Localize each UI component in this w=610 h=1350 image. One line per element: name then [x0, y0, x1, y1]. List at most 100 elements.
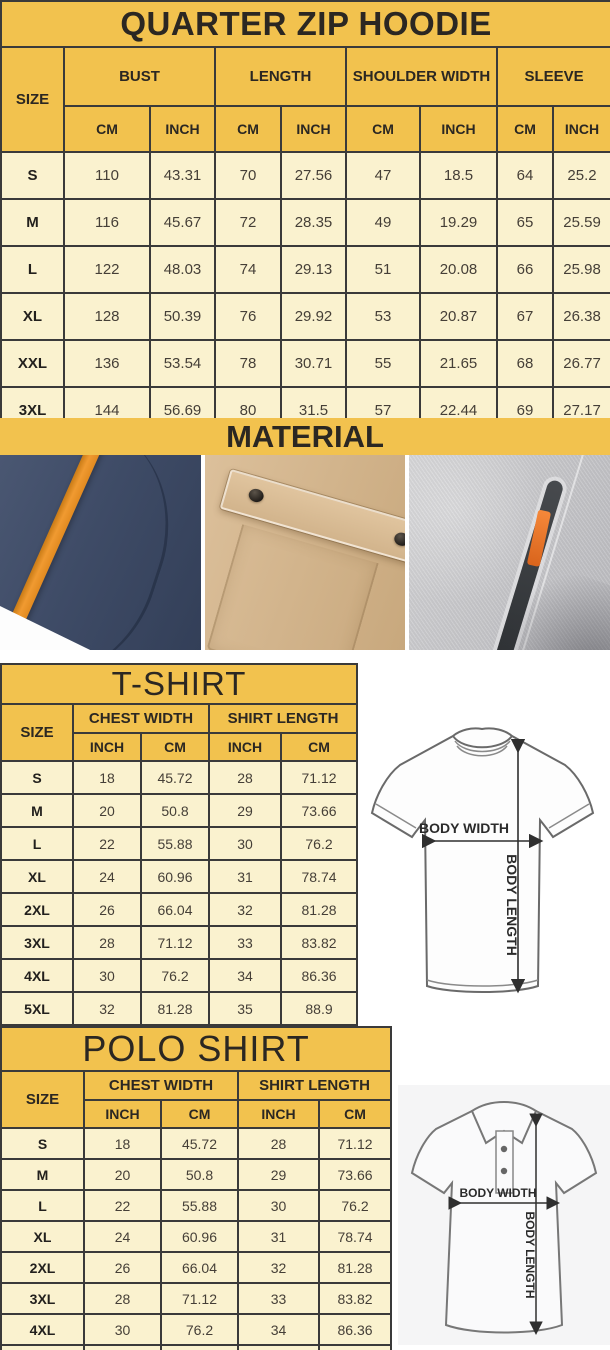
value-cell: 26.38 [551, 292, 610, 341]
value-cell: 31.5 [83, 1344, 162, 1350]
collar-ribbing [454, 740, 511, 753]
body-length-label: BODY LENGTH [504, 854, 520, 956]
table-row: T-SHIRT [0, 663, 359, 705]
value-cell: 33 [237, 1282, 320, 1315]
value-cell: 116 [63, 198, 151, 247]
size-cell: XL [0, 1220, 85, 1253]
material-title: MATERIAL [226, 418, 384, 454]
value-cell: 76.2 [160, 1313, 239, 1346]
table-row: 5XL 31.5 80.01 35 88.9 [0, 1344, 393, 1350]
value-cell: 66.04 [160, 1251, 239, 1284]
snap-button [246, 487, 265, 504]
value-cell: 26.77 [551, 339, 610, 388]
size-cell: L [0, 1189, 85, 1222]
button-placket [495, 1130, 514, 1194]
body-width-label: BODY WIDTH [459, 1186, 536, 1200]
value-cell: 30 [83, 1313, 162, 1346]
snap-flap-pocket [205, 469, 406, 650]
value-cell: 31 [208, 859, 282, 894]
column-header-size: SIZE [0, 46, 65, 153]
polo-diagram-panel: BODY WIDTH BODY LENGTH [398, 1085, 610, 1345]
value-cell: 45.72 [140, 760, 210, 795]
polo-outline [410, 1110, 598, 1334]
value-cell: 26 [83, 1251, 162, 1284]
size-cell: XL [0, 859, 74, 894]
value-cell: 22 [72, 826, 142, 861]
table-row: 3XL 28 71.12 33 83.82 [0, 925, 359, 960]
size-cell: XL [0, 292, 65, 341]
value-cell: 30.71 [280, 339, 347, 388]
value-cell: 78.74 [279, 859, 359, 894]
size-cell: 3XL [0, 1282, 85, 1315]
value-cell: 20.08 [419, 245, 498, 294]
hem-seam [426, 979, 539, 987]
size-cell: M [0, 198, 65, 247]
navy-fleece-orange-drawcord-photo [0, 455, 201, 650]
value-cell: 32 [208, 892, 282, 927]
table-row: INCH CM INCH CM [1, 732, 359, 762]
value-cell: 28 [237, 1127, 320, 1160]
value-cell: 34 [237, 1313, 320, 1346]
unit-header-cm: CM [496, 105, 554, 153]
size-cell: L [0, 245, 65, 294]
unit-header-inch: INCH [72, 732, 142, 762]
table-row: QUARTER ZIP HOODIE [0, 0, 610, 48]
table-row: 4XL 30 76.2 34 86.36 [0, 1313, 393, 1346]
value-cell: 30 [237, 1189, 320, 1222]
value-cell: 45.72 [160, 1127, 239, 1160]
value-cell: 55 [345, 339, 421, 388]
grey-fleece-zipper-photo [409, 455, 610, 650]
tshirt-size-table: T-SHIRT SIZE CHEST WIDTH SHIRT LENGTH IN… [0, 663, 359, 1026]
tshirt-title: T-SHIRT [0, 663, 359, 705]
size-cell: S [0, 1127, 85, 1160]
value-cell: 88.9 [279, 991, 359, 1026]
value-cell: 30 [72, 958, 142, 993]
value-cell: 55.88 [160, 1189, 239, 1222]
value-cell: 35 [208, 991, 282, 1026]
table-row: 3XL 28 71.12 33 83.82 [0, 1282, 393, 1315]
collar-ribbing [452, 735, 513, 749]
value-cell: 68 [496, 339, 554, 388]
value-cell: 18 [72, 760, 142, 795]
value-cell: 49 [345, 198, 421, 247]
table-row: SIZE CHEST WIDTH SHIRT LENGTH [0, 1070, 393, 1129]
unit-header-cm: CM [63, 105, 151, 153]
size-cell: 4XL [0, 1313, 85, 1346]
value-cell: 48.03 [149, 245, 216, 294]
size-cell: 2XL [0, 1251, 85, 1284]
value-cell: 86.36 [279, 958, 359, 993]
value-cell: 76.2 [279, 826, 359, 861]
table-row: S 110 43.31 70 27.56 47 18.5 64 25.2 [0, 151, 610, 200]
value-cell: 22 [83, 1189, 162, 1222]
value-cell: 50.39 [149, 292, 216, 341]
value-cell: 60.96 [140, 859, 210, 894]
unit-header-cm: CM [140, 732, 210, 762]
value-cell: 53 [345, 292, 421, 341]
polo-button [500, 1145, 508, 1153]
body-width-label: BODY WIDTH [419, 820, 509, 836]
column-header-shirt-length: SHIRT LENGTH [207, 703, 359, 734]
column-header-bust: BUST [63, 46, 216, 107]
column-header-shirt-length: SHIRT LENGTH [236, 1070, 393, 1101]
size-cell: M [0, 793, 74, 828]
value-cell: 73.66 [279, 793, 359, 828]
value-cell: 50.8 [160, 1158, 239, 1191]
unit-header-inch: INCH [237, 1099, 320, 1129]
unit-header-inch: INCH [419, 105, 498, 153]
value-cell: 29.92 [280, 292, 347, 341]
value-cell: 32 [237, 1251, 320, 1284]
value-cell: 31 [237, 1220, 320, 1253]
value-cell: 53.54 [149, 339, 216, 388]
table-row: S 18 45.72 28 71.12 [0, 760, 359, 795]
value-cell: 45.67 [149, 198, 216, 247]
value-cell: 33 [208, 925, 282, 960]
size-cell: S [0, 151, 65, 200]
table-row: 5XL 32 81.28 35 88.9 [0, 991, 359, 1026]
value-cell: 81.28 [279, 892, 359, 927]
column-header-size: SIZE [0, 703, 74, 762]
unit-header-inch: INCH [83, 1099, 162, 1129]
table-row: M 116 45.67 72 28.35 49 19.29 65 25.59 [0, 198, 610, 247]
value-cell: 25.2 [551, 151, 610, 200]
value-cell: 65 [496, 198, 554, 247]
